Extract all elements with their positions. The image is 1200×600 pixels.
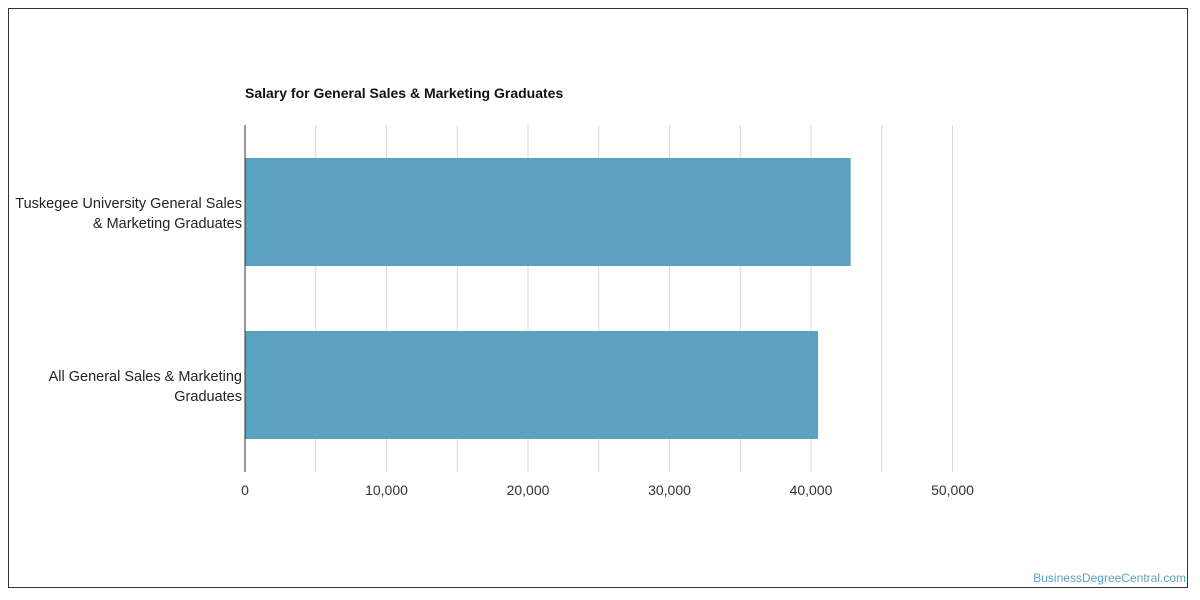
- category-label: All General Sales & Marketing Graduates: [49, 369, 242, 405]
- x-tick-label: 30,000: [648, 482, 691, 498]
- x-tick-label: 20,000: [507, 482, 550, 498]
- category-label-line: Graduates: [174, 389, 242, 405]
- bars: [245, 158, 851, 439]
- x-tick-label: 40,000: [790, 482, 833, 498]
- category-label: Tuskegee University General Sales & Marke…: [15, 196, 242, 232]
- category-labels: Tuskegee University General Sales & Marke…: [15, 196, 242, 405]
- x-tick-label: 10,000: [365, 482, 408, 498]
- category-label-line: Tuskegee University General Sales: [15, 196, 242, 212]
- x-tick-label: 0: [241, 482, 249, 498]
- bar: [245, 158, 851, 266]
- x-tick-label: 50,000: [931, 482, 974, 498]
- category-label-line: & Marketing Graduates: [93, 216, 242, 232]
- watermark: BusinessDegreeCentral.com: [1033, 571, 1186, 585]
- x-tick-labels: 0 10,000 20,000 30,000 40,000 50,000: [241, 482, 974, 498]
- bar: [245, 331, 819, 439]
- category-label-line: All General Sales & Marketing: [49, 369, 242, 385]
- chart-frame: [8, 8, 1188, 588]
- chart-title: Salary for General Sales & Marketing Gra…: [245, 85, 564, 101]
